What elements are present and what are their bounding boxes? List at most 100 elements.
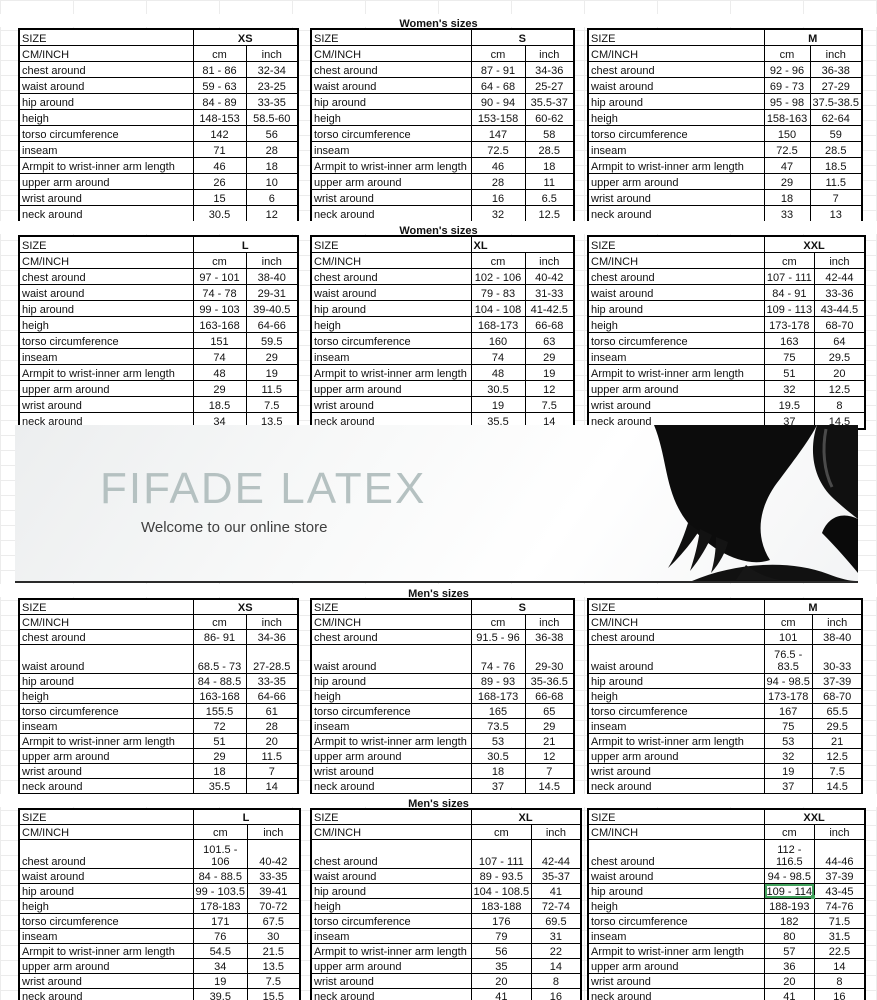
measure-label[interactable]: hip around — [310, 883, 472, 899]
cm-value[interactable]: 107 - 111 — [470, 839, 533, 869]
inch-value[interactable]: 74-76 — [814, 898, 866, 914]
inch-value[interactable]: 7 — [245, 763, 299, 779]
cm-value[interactable]: 57 — [763, 943, 816, 959]
cm-value[interactable]: 51 — [763, 364, 816, 381]
cm-value[interactable]: 168-173 — [470, 316, 526, 333]
measure-label[interactable]: inseam — [587, 348, 765, 365]
inch-value[interactable]: 6 — [245, 189, 299, 206]
inch-value[interactable]: 40-42 — [247, 839, 301, 869]
inch-value[interactable]: 58.5-60 — [245, 109, 299, 126]
measure-label[interactable]: torso circumference — [18, 125, 194, 142]
inch-value[interactable]: 35-37 — [531, 868, 582, 884]
measure-label[interactable]: chest around — [587, 268, 765, 285]
cm-value[interactable]: 74 - 76 — [470, 644, 526, 674]
size-row-label[interactable]: SIZE — [18, 28, 194, 46]
inch-value[interactable]: 30 — [247, 928, 301, 944]
inch-value[interactable]: 14 — [531, 958, 582, 974]
measure-label[interactable]: waist around — [18, 868, 194, 884]
inch-value[interactable]: 11.5 — [809, 173, 863, 190]
inch-value[interactable]: 27-28.5 — [245, 644, 299, 674]
inch-value[interactable]: 66-68 — [524, 688, 575, 704]
cm-value[interactable]: 188-193 — [763, 898, 816, 914]
measure-label[interactable]: hip around — [18, 93, 194, 110]
cm-value[interactable]: 97 - 101 — [192, 268, 247, 285]
inch-value[interactable]: 7 — [809, 189, 863, 206]
inch-value[interactable]: 12 — [524, 748, 575, 764]
size-row-label[interactable]: SIZE — [587, 28, 765, 46]
measure-label[interactable]: hip around — [587, 673, 765, 689]
inch-value[interactable]: 64-66 — [245, 688, 299, 704]
inch-value[interactable]: 6.5 — [524, 189, 575, 206]
cm-col-header[interactable]: cm — [192, 614, 247, 630]
cm-value[interactable]: 86- 91 — [192, 629, 247, 645]
inch-value[interactable]: 7.5 — [245, 396, 299, 413]
cm-value[interactable]: 94 - 98.5 — [763, 673, 813, 689]
cm-value[interactable]: 33 — [763, 205, 811, 223]
cm-value[interactable]: 84 - 91 — [763, 284, 816, 301]
cm-value[interactable]: 30.5 — [192, 205, 247, 223]
measure-label[interactable]: Armpit to wrist-inner arm length — [587, 364, 765, 381]
size-row-label[interactable]: SIZE — [310, 28, 472, 46]
measure-label[interactable]: wrist around — [18, 973, 194, 989]
measure-label[interactable]: upper arm around — [310, 173, 472, 190]
measure-label[interactable]: torso circumference — [587, 913, 765, 929]
cm-value[interactable]: 19 — [763, 763, 813, 779]
inch-value[interactable]: 63 — [524, 332, 575, 349]
inch-value[interactable]: 29.5 — [814, 348, 866, 365]
measure-label[interactable]: torso circumference — [310, 332, 472, 349]
cm-value[interactable]: 74 - 78 — [192, 284, 247, 301]
cm-value[interactable]: 47 — [763, 157, 811, 174]
measure-label[interactable]: waist around — [587, 284, 765, 301]
measure-label[interactable]: chest around — [587, 61, 765, 78]
measure-label[interactable]: waist around — [18, 644, 194, 674]
measure-label[interactable]: upper arm around — [18, 958, 194, 974]
cm-value[interactable]: 37 — [763, 778, 813, 795]
cm-value[interactable]: 20 — [763, 973, 816, 989]
size-row-label[interactable]: SIZE — [18, 235, 194, 253]
cm-value[interactable]: 148-153 — [192, 109, 247, 126]
inch-col-header[interactable]: inch — [245, 45, 299, 62]
cm-value[interactable]: 18.5 — [192, 396, 247, 413]
measure-label[interactable]: Armpit to wrist-inner arm length — [587, 943, 765, 959]
inch-value[interactable]: 36-38 — [809, 61, 863, 78]
cm-value[interactable]: 37 — [470, 778, 526, 795]
measure-label[interactable]: upper arm around — [310, 958, 472, 974]
inch-value[interactable]: 7.5 — [811, 763, 863, 779]
measure-label[interactable]: hip around — [310, 300, 472, 317]
measure-label[interactable]: inseam — [587, 718, 765, 734]
measure-label[interactable]: torso circumference — [310, 703, 472, 719]
measure-label[interactable]: waist around — [587, 868, 765, 884]
measure-label[interactable]: heigh — [18, 109, 194, 126]
inch-value[interactable]: 7.5 — [524, 396, 575, 413]
cm-value[interactable]: 18 — [470, 763, 526, 779]
inch-value[interactable]: 20 — [814, 364, 866, 381]
cm-value[interactable]: 173-178 — [763, 316, 816, 333]
inch-value[interactable]: 29.5 — [811, 718, 863, 734]
measure-label[interactable]: wrist around — [18, 189, 194, 206]
measure-label[interactable]: upper arm around — [310, 748, 472, 764]
inch-col-header[interactable]: inch — [524, 252, 575, 269]
measure-label[interactable]: chest around — [310, 268, 472, 285]
cm-value[interactable]: 112 - 116.5 — [763, 839, 816, 869]
cm-value[interactable]: 107 - 111 — [763, 268, 816, 285]
cm-value[interactable]: 99 - 103.5 — [192, 883, 249, 899]
inch-value[interactable]: 21 — [811, 733, 863, 749]
unit-row-label[interactable]: CM/INCH — [310, 824, 472, 840]
inch-value[interactable]: 37-39 — [814, 868, 866, 884]
inch-col-header[interactable]: inch — [811, 614, 863, 630]
inch-value[interactable]: 19 — [245, 364, 299, 381]
cm-value[interactable]: 39.5 — [192, 988, 249, 1000]
inch-value[interactable]: 70-72 — [247, 898, 301, 914]
inch-value[interactable]: 28 — [245, 141, 299, 158]
measure-label[interactable]: Armpit to wrist-inner arm length — [310, 157, 472, 174]
size-row-label[interactable]: SIZE — [310, 808, 472, 825]
measure-label[interactable]: upper arm around — [18, 380, 194, 397]
size-name[interactable]: S — [470, 598, 575, 615]
unit-row-label[interactable]: CM/INCH — [587, 45, 765, 62]
size-name[interactable]: XL — [470, 808, 582, 825]
measure-label[interactable]: inseam — [310, 348, 472, 365]
measure-label[interactable]: inseam — [310, 928, 472, 944]
cm-value[interactable]: 84 - 88.5 — [192, 673, 247, 689]
inch-value[interactable]: 11.5 — [245, 748, 299, 764]
measure-label[interactable]: inseam — [18, 141, 194, 158]
